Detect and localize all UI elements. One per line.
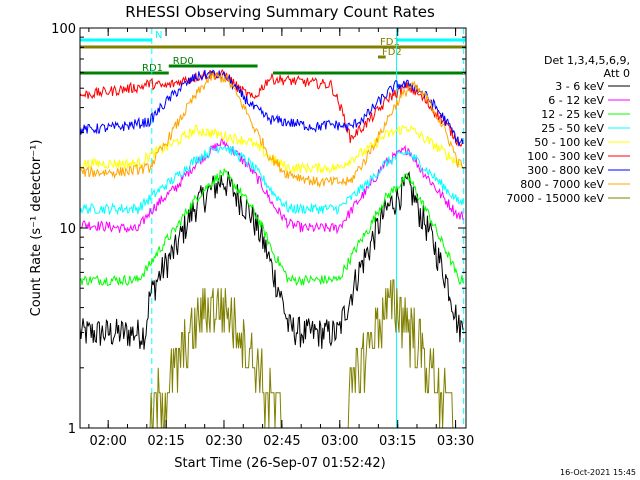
x-axis-label: Start Time (26-Sep-07 01:52:42) — [174, 456, 385, 471]
y-axis-label: Count Rate (s⁻¹ detector⁻¹) — [29, 140, 44, 317]
series-line-2 — [79, 168, 464, 287]
series-line-1 — [79, 136, 464, 235]
flag-label: FD1 — [380, 37, 400, 48]
series-line-0 — [79, 170, 464, 350]
series-line-4 — [79, 124, 464, 174]
series-line-3 — [79, 145, 464, 216]
legend-label: 50 - 100 keV — [534, 136, 604, 149]
legend-label: 100 - 300 keV — [527, 150, 604, 163]
legend-label: 3 - 6 keV — [555, 80, 604, 93]
flag-label: RD1 — [142, 63, 163, 74]
footer-timestamp: 16-Oct-2021 15:45 — [560, 468, 636, 477]
x-tick-label: 02:45 — [263, 434, 300, 449]
legend-label: 12 - 25 keV — [541, 108, 604, 121]
flag-label: RD0 — [173, 56, 194, 67]
x-axis-ticks: 02:00 02:15 02:30 02:45 03:00 03:15 03:30 — [88, 28, 474, 449]
y-axis-ticks: 1 10 100 — [51, 22, 466, 437]
x-tick-label: 03:30 — [437, 434, 474, 449]
y-tick-label: 10 — [59, 222, 76, 237]
x-tick-label: 02:30 — [205, 434, 242, 449]
flag-label: FD2 — [382, 47, 402, 58]
legend-label: 25 - 50 keV — [541, 122, 604, 135]
series-line-6 — [79, 69, 464, 147]
series-line-5 — [79, 68, 464, 148]
legend-label: 7000 - 15000 keV — [506, 192, 604, 205]
x-tick-label: 03:15 — [379, 434, 416, 449]
legend-label: 300 - 800 keV — [527, 164, 604, 177]
x-tick-label: 03:00 — [321, 434, 358, 449]
legend-header-line1: Det 1,3,4,5,6,9, — [544, 54, 630, 67]
legend-header-line2: Att 0 — [604, 67, 630, 80]
y-tick-label: 1 — [68, 422, 76, 437]
x-tick-label: 02:15 — [147, 434, 184, 449]
y-tick-label: 100 — [51, 22, 76, 37]
flag-label: N — [155, 30, 162, 41]
legend-label: 800 - 7000 keV — [520, 178, 604, 191]
series-line-7 — [79, 71, 464, 189]
x-tick-label: 02:00 — [89, 434, 126, 449]
chart-title: RHESSI Observing Summary Count Rates — [125, 3, 435, 21]
legend-label: 6 - 12 keV — [548, 94, 604, 107]
